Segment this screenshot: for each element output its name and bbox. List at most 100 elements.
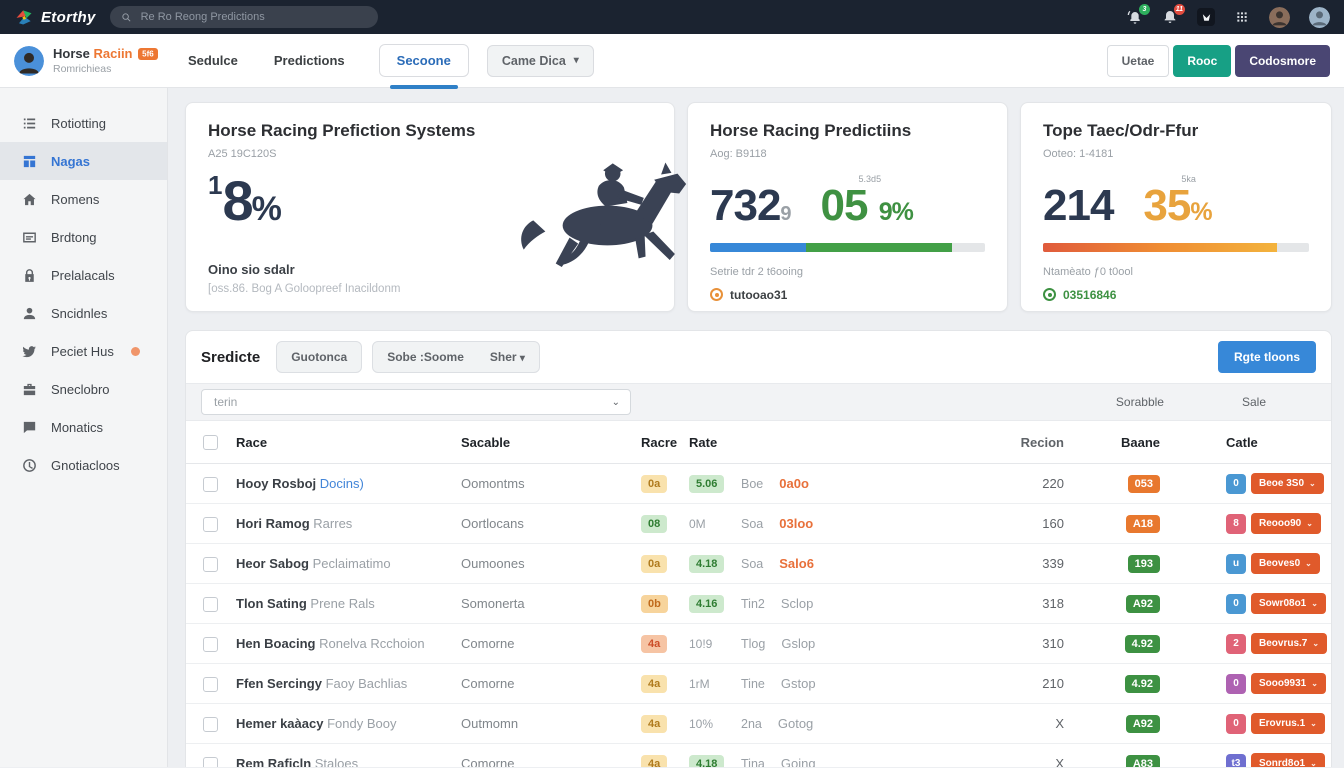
table-row[interactable]: Hori Ramog Rarres Oortlocans 08 0M Soa 03… — [186, 503, 1331, 545]
recion-cell: 310 — [979, 623, 1084, 665]
select-all-checkbox[interactable] — [203, 435, 218, 451]
predictions-table-card: Sredicte Guotonca Sobe :Soome Sher ▾ Rgt… — [185, 330, 1332, 767]
row-action-button[interactable]: Erovrus.1 ⌄ — [1251, 713, 1325, 735]
row-checkbox[interactable] — [203, 476, 218, 492]
account-avatar[interactable] — [1309, 6, 1330, 28]
table-search[interactable]: ⌄ — [201, 389, 631, 415]
table-row[interactable]: Hooy Rosboj Docins) Oomontms 0a 5.06 Boe… — [186, 463, 1331, 505]
sidebar-item[interactable]: Sncidnles — [0, 294, 167, 332]
user-avatar[interactable] — [1269, 6, 1290, 28]
header-action-button[interactable]: Uetae — [1106, 44, 1170, 77]
header-action-button[interactable]: Rooc — [1173, 44, 1232, 77]
column-header-rate: Rate — [677, 421, 729, 465]
table-row[interactable]: Hemer kaàacy Fondy Booy Outmomn 4a 10% 2… — [186, 703, 1331, 745]
sidebar-item[interactable]: Sneclobro — [0, 370, 167, 408]
tab[interactable]: Sedulce — [186, 45, 240, 76]
row-action-button[interactable]: Sowr08o1 ⌄ — [1251, 593, 1326, 615]
rate-badge: 4.16 — [689, 594, 725, 613]
sidebar-item-icon — [21, 305, 38, 322]
alarm-badge: 3 — [1139, 4, 1150, 15]
sidebar-item-icon — [21, 191, 38, 208]
row-checkbox[interactable] — [203, 636, 218, 652]
table-row[interactable]: Tlon Sating Prene Rals Somonerta 0b 4.16… — [186, 583, 1331, 625]
race-name: Hen Boacing — [236, 636, 316, 652]
racre-badge: 0b — [641, 594, 668, 613]
race-name-suffix: Staloes — [314, 756, 359, 767]
apps-grid-icon[interactable] — [1234, 9, 1250, 25]
target-icon — [710, 288, 723, 302]
racre-badge: 0a — [641, 554, 668, 573]
table-row[interactable]: Hen Boacing Ronelva Rcchoion Comorne 4a … — [186, 623, 1331, 665]
row-action-button[interactable]: Beoe 3S0 ⌄ — [1251, 473, 1324, 495]
tab[interactable]: Predictions — [272, 45, 347, 76]
sale-label: Sale — [1241, 395, 1266, 409]
row-checkbox[interactable] — [203, 516, 218, 532]
position-cell: Tina — [741, 757, 765, 767]
table-row[interactable]: Heor Sabog Peclaimatimo Oumoones 0a 4.18… — [186, 543, 1331, 585]
sidebar-item-label: Gnotiacloos — [51, 457, 120, 473]
race-name: Hori Ramog — [236, 516, 310, 532]
sidebar-item[interactable]: Rotiotting — [0, 104, 167, 142]
card-subtitle: Ooteo: 1-4181 — [1043, 148, 1114, 160]
tab[interactable]: Secoone — [378, 44, 469, 89]
sidebar-item[interactable]: Romens — [0, 180, 167, 218]
catle-tag: 0 — [1226, 473, 1246, 494]
row-action-button[interactable]: Beovrus.7 ⌄ — [1251, 633, 1328, 655]
sort-button-group[interactable]: Sobe :Soome Sher ▾ — [372, 341, 540, 373]
table-heading: Sredicte — [201, 348, 261, 366]
header-action-button[interactable]: Codosmore — [1235, 44, 1330, 77]
recion-cell: 160 — [979, 503, 1084, 545]
row-checkbox[interactable] — [203, 756, 218, 767]
table-row[interactable]: Ffen Sercingy Faoy Bachlias Comorne 4a 1… — [186, 663, 1331, 705]
sidebar-item[interactable]: Monatics — [0, 408, 167, 446]
sidebar-item[interactable]: Peciet Hus — [0, 332, 167, 370]
sacable-cell: Oomontms — [449, 463, 629, 505]
sidebar-item[interactable]: Gnotiacloos — [0, 446, 167, 484]
row-action-button[interactable]: Sooo9931 ⌄ — [1251, 673, 1326, 695]
recion-cell: 339 — [979, 543, 1084, 585]
row-checkbox[interactable] — [203, 596, 218, 612]
racre-badge: 4a — [641, 674, 668, 693]
sidebar-item[interactable]: Brdtong — [0, 218, 167, 256]
sidebar-item[interactable]: Nagas — [0, 142, 167, 180]
table-toolbar: Sredicte Guotonca Sobe :Soome Sher ▾ Rgt… — [186, 331, 1331, 383]
position-cell: 2na — [741, 717, 762, 732]
global-search-input[interactable] — [138, 10, 367, 24]
came-dica-dropdown[interactable]: Came Dica ▾ — [486, 44, 594, 77]
notifications-badge: 11 — [1173, 4, 1185, 15]
header-actions: Uetae Rooc Codosmore — [1106, 44, 1330, 77]
notifications-bell-icon[interactable]: 11 — [1162, 4, 1185, 25]
race-name: Hemer kaàacy — [236, 716, 324, 732]
table-header-row: Race Sacable Racre Rate Recion Baane Cat… — [186, 421, 1331, 465]
race-name: Tlon Sating — [236, 596, 307, 612]
row-checkbox[interactable] — [203, 676, 218, 692]
sacable-cell: Oumoones — [449, 543, 629, 585]
catle-tag: 0 — [1226, 673, 1246, 694]
primary-action-button[interactable]: Rgte tloons — [1218, 341, 1316, 373]
table-search-input[interactable] — [212, 394, 612, 410]
row-action-button[interactable]: Sonrd8o1 ⌄ — [1251, 753, 1325, 767]
row-checkbox[interactable] — [203, 716, 218, 732]
tab-bar: Sedulce Predictions Secoone — [186, 44, 487, 89]
brand[interactable]: Etorthy — [14, 7, 96, 27]
baane-badge: A92 — [1125, 594, 1160, 613]
filter-button[interactable]: Guotonca — [276, 341, 363, 373]
sidebar-item[interactable]: Prelalacals — [0, 256, 167, 294]
notification-dot — [130, 346, 140, 356]
row-checkbox[interactable] — [203, 556, 218, 572]
card-title: Horse Racing Prefiction Systems — [208, 121, 476, 140]
sidebar-item-icon — [21, 381, 38, 398]
race-name-suffix: Peclaimatimo — [312, 556, 391, 572]
app-mark-icon[interactable] — [1197, 8, 1215, 26]
global-search[interactable] — [109, 6, 378, 28]
card-prediction-systems: Horse Racing Prefiction Systems A25 19C1… — [185, 102, 687, 312]
stat-cards: Horse Racing Prefiction Systems A25 19C1… — [185, 102, 1332, 312]
going-cell: Gstop — [780, 676, 816, 692]
row-action-button[interactable]: Beoves0 ⌄ — [1251, 553, 1320, 575]
table-row[interactable]: Rem Raficln Staloes Comorne 4a 4.18 Tina… — [186, 743, 1331, 767]
rate-badge: 4.18 — [689, 554, 725, 573]
sidebar-item-icon — [21, 229, 38, 246]
profile-avatar[interactable] — [14, 45, 44, 76]
alarm-icon[interactable]: 3 — [1127, 4, 1150, 25]
row-action-button[interactable]: Reooo90 ⌄ — [1251, 513, 1321, 535]
